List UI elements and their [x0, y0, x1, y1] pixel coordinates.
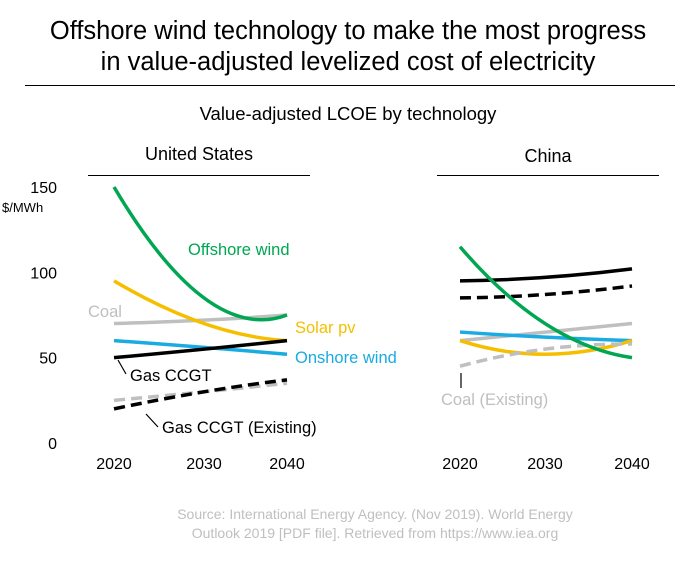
- x-tick-label-china-2040: 2040: [614, 456, 650, 473]
- series-label-us-gas-ccgt-existing: Gas CCGT (Existing): [162, 419, 317, 437]
- series-line-china-offshore-wind: [458, 245, 633, 360]
- panel-title-china: China: [524, 146, 572, 166]
- source-note: Source: International Energy Agency. (No…: [0, 505, 696, 543]
- series-line-china-gas-ccgt: [459, 267, 633, 283]
- y-tick-label-0: 0: [48, 436, 57, 453]
- leader-line-gas-ccgt: [117, 359, 127, 375]
- series-label-us-offshore-wind: Offshore wind: [188, 241, 290, 259]
- series-label-us-gas-ccgt: Gas CCGT: [130, 367, 212, 385]
- y-tick-label-50: 50: [39, 351, 57, 368]
- series-label-us-onshore-wind: Onshore wind: [295, 349, 397, 367]
- series-line-china-onshore-wind: [459, 330, 633, 343]
- chart-title: Offshore wind technology to make the mos…: [0, 16, 696, 78]
- leader-line-gas-ccgt-existing: [145, 413, 159, 428]
- series-line-us-offshore-wind: [112, 186, 288, 322]
- series-line-china-coal-existing: [459, 342, 633, 368]
- series-line-us-solar-pv: [113, 279, 288, 343]
- source-line-1: Source: International Energy Agency. (No…: [177, 506, 573, 522]
- series-line-china-solar-pv: [459, 338, 633, 357]
- panel-divider-us: [88, 175, 310, 176]
- y-tick-label-100: 100: [30, 265, 57, 282]
- series-line-us-coal: [113, 313, 288, 326]
- x-tick-label-us-2040: 2040: [269, 456, 305, 473]
- panel-divider-china: [437, 175, 659, 176]
- source-line-2: Outlook 2019 [PDF file]. Retrieved from …: [191, 525, 559, 541]
- x-tick-label-us-2020: 2020: [96, 456, 132, 473]
- panel-title-us: United States: [144, 144, 254, 164]
- chart-title-line-1: Offshore wind technology to make the mos…: [49, 17, 647, 45]
- series-label-china-coal-existing: Coal (Existing): [441, 391, 548, 409]
- x-tick-label-us-2030: 2030: [186, 456, 222, 473]
- series-line-china-gas-ccgt-existing: [459, 284, 633, 300]
- series-label-us-coal: Coal: [88, 303, 122, 321]
- y-axis-unit-label: $/MWh: [2, 200, 43, 215]
- x-tick-label-china-2020: 2020: [442, 456, 478, 473]
- series-line-china-coal: [459, 321, 633, 343]
- series-line-us-gas-ccgt: [113, 338, 288, 360]
- chart-subtitle: Value-adjusted LCOE by technology: [199, 103, 497, 124]
- title-divider: [25, 85, 675, 86]
- chart-title-line-2: in value-adjusted levelized cost of elec…: [100, 48, 596, 76]
- x-tick-label-china-2030: 2030: [527, 456, 563, 473]
- series-line-us-gas-ccgt-existing: [113, 378, 288, 411]
- series-label-us-solar-pv: Solar pv: [295, 319, 356, 337]
- y-tick-label-150: 150: [30, 180, 57, 197]
